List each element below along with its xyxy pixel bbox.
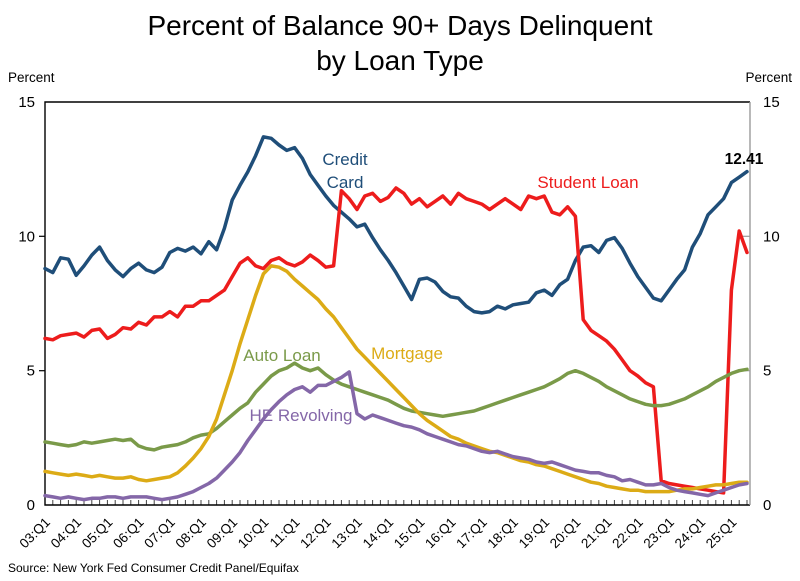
source-note: Source: New York Fed Consumer Credit Pan… (8, 561, 299, 575)
annotation-credit: Credit (322, 150, 368, 169)
x-tick-label: 23:Q1 (641, 515, 678, 552)
x-tick-label: 08:Q1 (173, 515, 210, 552)
y-tick-label-right: 0 (763, 497, 771, 514)
x-tick-label: 18:Q1 (485, 515, 522, 552)
x-tick-label: 03:Q1 (17, 515, 54, 552)
x-tick-label: 14:Q1 (360, 515, 397, 552)
x-tick-label: 16:Q1 (422, 515, 459, 552)
annotation-card: Card (327, 173, 364, 192)
y-tick-label-left: 5 (27, 363, 35, 380)
x-tick-label: 07:Q1 (141, 515, 178, 552)
x-tick-label: 24:Q1 (672, 515, 709, 552)
series-he-revolving (43, 370, 749, 502)
chart-title: Percent of Balance 90+ Days Delinquent b… (0, 8, 800, 79)
chart-title-line2: by Loan Type (316, 45, 484, 77)
x-tick-label: 15:Q1 (391, 515, 428, 552)
x-tick-label: 19:Q1 (516, 515, 553, 552)
x-tick-label: 17:Q1 (453, 515, 490, 552)
plot-frame (44, 101, 750, 506)
x-tick-label: 13:Q1 (329, 515, 366, 552)
y-tick-label-left: 15 (18, 94, 35, 111)
series-credit-card (43, 135, 749, 315)
annotation-student-loan: Student Loan (537, 173, 638, 192)
y-tick-label-left: 10 (18, 228, 35, 245)
annotation-12-41: 12.41 (725, 151, 764, 168)
x-tick-label: 21:Q1 (578, 515, 615, 552)
y-axis-unit-left: Percent (8, 70, 55, 85)
series-auto-loan (43, 361, 749, 452)
series-student-loan (43, 186, 749, 495)
x-tick-label: 20:Q1 (547, 515, 584, 552)
x-tick-label: 12:Q1 (297, 515, 334, 552)
chart-title-line1: Percent of Balance 90+ Days Delinquent (147, 10, 653, 41)
y-tick-label-right: 10 (763, 228, 780, 245)
x-tick-label: 10:Q1 (235, 515, 272, 552)
y-tick-label-left: 0 (27, 497, 35, 514)
x-tick-label: 11:Q1 (267, 515, 303, 551)
annotation-mortgage: Mortgage (371, 344, 443, 363)
annotation-auto-loan: Auto Loan (243, 346, 321, 365)
x-tick-label: 04:Q1 (48, 515, 85, 552)
y-tick-label-right: 15 (763, 94, 780, 111)
x-tick-label: 05:Q1 (79, 515, 116, 552)
annotation-he-revolving: HE Revolving (250, 406, 353, 425)
y-axis-unit-right: Percent (745, 70, 792, 85)
x-tick-label: 09:Q1 (204, 515, 241, 552)
x-tick-label: 25:Q1 (703, 515, 740, 552)
x-tick-label: 22:Q1 (609, 515, 646, 552)
series-mortgage (43, 264, 749, 494)
y-tick-label-right: 5 (763, 363, 771, 380)
x-tick-label: 06:Q1 (110, 515, 147, 552)
